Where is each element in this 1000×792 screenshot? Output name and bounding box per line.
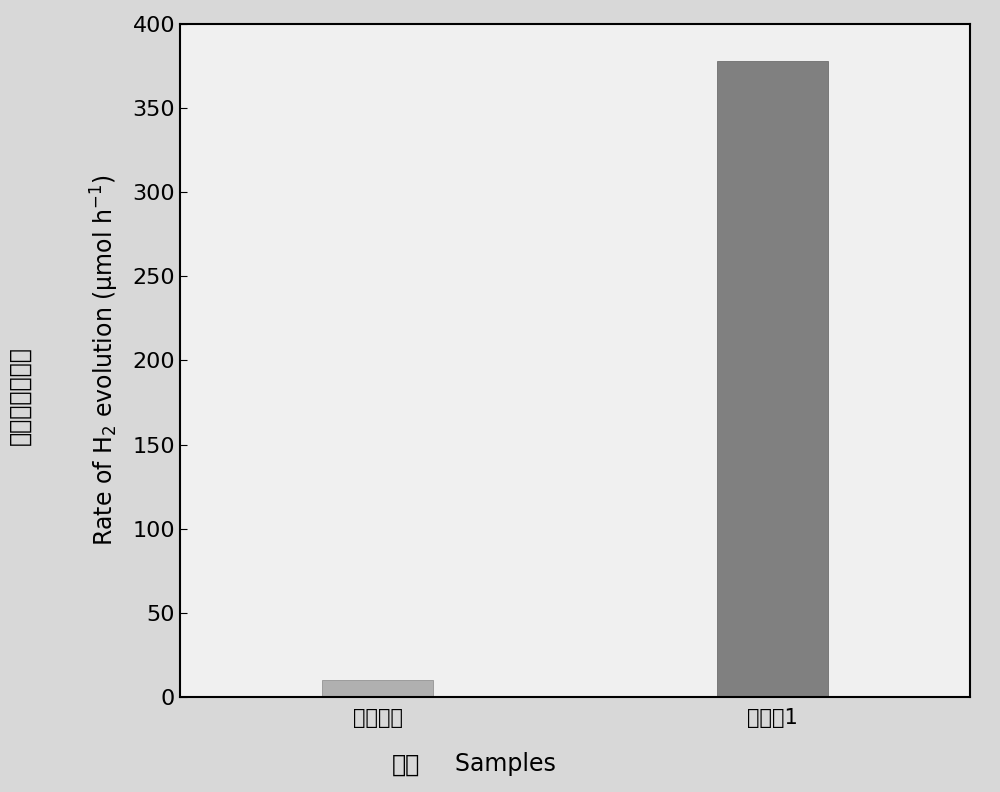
Text: 氢气的产生速度: 氢气的产生速度 bbox=[8, 347, 32, 445]
Bar bbox=[717, 61, 828, 697]
Y-axis label: Rate of H$_2$ evolution (μmol h$^{-1}$): Rate of H$_2$ evolution (μmol h$^{-1}$) bbox=[89, 174, 121, 546]
Bar bbox=[322, 680, 433, 697]
Text: 样品: 样品 bbox=[392, 752, 420, 776]
Text: Samples: Samples bbox=[440, 752, 556, 776]
